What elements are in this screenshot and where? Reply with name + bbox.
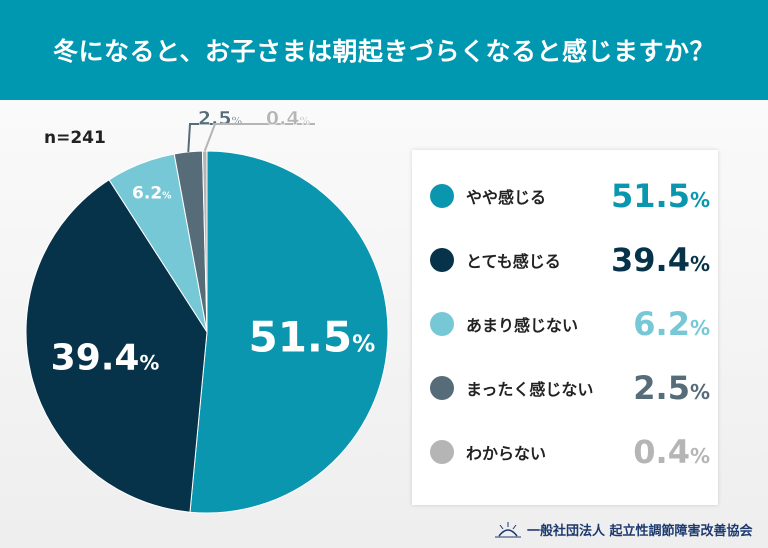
pie-slice (189, 150, 389, 514)
legend-swatch (430, 440, 454, 464)
pie-slice (201, 150, 208, 333)
organization-name: 一般社団法人 起立性調節障害改善協会 (527, 524, 753, 539)
legend-value: 39.4% (611, 241, 710, 279)
pie-slice (25, 179, 208, 513)
legend-item: わからない 0.4% (430, 432, 710, 472)
legend-item: やや感じる 51.5% (430, 176, 710, 216)
legend-item: まったく感じない 2.5% (430, 368, 710, 408)
leader-line (203, 123, 315, 152)
legend-swatch (430, 184, 454, 208)
legend-value: 51.5% (611, 177, 710, 215)
slice-label: 6.2% (132, 183, 172, 203)
legend-value: 2.5% (633, 369, 710, 407)
legend-item: とても感じる 39.4% (430, 240, 710, 280)
slice-label: 2.5% (198, 108, 243, 130)
page-title: 冬になると、お子さまは朝起きづらくなると感じますか？ (0, 0, 768, 100)
pie-chart: 51.5%39.4%6.2%2.5% 0.4% (25, 107, 389, 514)
legend-value: 0.4% (633, 433, 710, 471)
legend-value: 6.2% (633, 305, 710, 343)
legend-label: とても感じる (466, 252, 561, 271)
legend-label: やや感じる (466, 188, 547, 207)
legend-swatch (430, 248, 454, 272)
legend-swatch (430, 376, 454, 400)
sunrise-logo-icon (495, 521, 521, 537)
legend-label: まったく感じない (466, 380, 594, 399)
legend-label: あまり感じない (466, 316, 579, 335)
sample-size: n=241 (44, 128, 106, 148)
legend-label: わからない (466, 444, 547, 463)
legend: やや感じる 51.5% とても感じる 39.4% あまり感じない 6.2% まったく感じない… (412, 150, 718, 505)
footer: 一般社団法人 起立性調節障害改善協会 (495, 520, 753, 539)
slice-label: 0.4% (266, 108, 311, 130)
legend-item: あまり感じない 6.2% (430, 304, 710, 344)
legend-swatch (430, 312, 454, 336)
